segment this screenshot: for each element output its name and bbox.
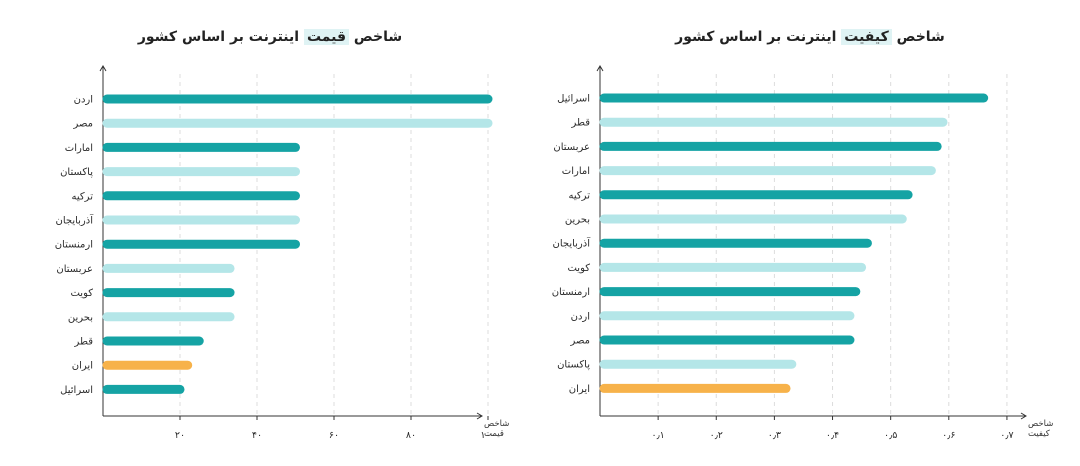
x-tick-label: ۰٫۱ [651,430,664,441]
category-label: امارات [65,143,93,154]
category-label: عربستان [56,264,93,275]
x-tick-label: ۶۰ [329,430,339,441]
category-label: قطر [570,118,590,129]
chart-title-quality: شاخص کیفیت اینترنت بر اساس کشور [675,29,945,45]
category-label: ترکیه [72,191,94,202]
category-label: پاکستان [557,360,590,371]
price-index-chart: شاخص قیمت اینترنت بر اساس کشور ۲۰ ۴۰ ۶۰ ۸۰ ۱… [0,0,540,462]
quality-index-chart: شاخص کیفیت اینترنت بر اساس کشور ۰٫۱ ۰٫۲ ۰٫… [540,0,1080,462]
category-label: کویت [567,263,590,274]
category-label: ایران [569,384,590,395]
category-label: ترکیه [569,190,591,201]
x-tick-label: ۱۰۰ [480,430,495,441]
x-tick-label: ۸۰ [406,430,416,441]
x-tick-label: ۰٫۵ [884,430,897,441]
category-label: بحرین [68,312,93,323]
x-axis-arrow [1020,412,1027,420]
category-label: ارمنستان [55,240,93,251]
category-label: آذربایجان [55,214,94,227]
category-label: اسرائیل [557,94,590,105]
x-axis-arrow [476,412,483,420]
x-axis-title: شاخص [1028,419,1053,429]
category-label: بحرین [565,215,590,226]
category-label: ارمنستان [552,287,590,298]
x-tick-label: ۰٫۷ [1000,430,1013,441]
category-label: اسرائیل [60,385,93,396]
category-label: مصر [569,336,590,347]
y-axis-arrow [596,65,604,72]
x-tick-label: ۴۰ [252,430,262,441]
category-label: ایران [72,361,93,372]
y-axis-arrow [99,65,107,72]
x-axis-title: شاخص [484,419,509,429]
x-tick-label: ۰٫۶ [942,430,955,441]
category-label: اردن [571,311,590,322]
x-tick-label: ۲۰ [175,430,185,441]
category-label: امارات [562,166,590,177]
x-tick-label: ۰٫۲ [710,430,723,441]
category-label: کویت [70,288,93,299]
category-label: مصر [72,119,93,130]
chart-title-price: شاخص قیمت اینترنت بر اساس کشور [137,29,403,45]
category-label: اردن [74,95,93,106]
category-label: پاکستان [60,167,93,178]
x-tick-label: ۰٫۴ [826,430,839,441]
x-axis-title: کیفیت [1028,429,1051,439]
x-tick-label: ۰٫۳ [768,430,781,441]
x-axis-title: قیمت [484,429,504,439]
category-label: آذربایجان [552,237,591,250]
category-label: عربستان [553,142,590,153]
category-label: قطر [73,337,93,348]
